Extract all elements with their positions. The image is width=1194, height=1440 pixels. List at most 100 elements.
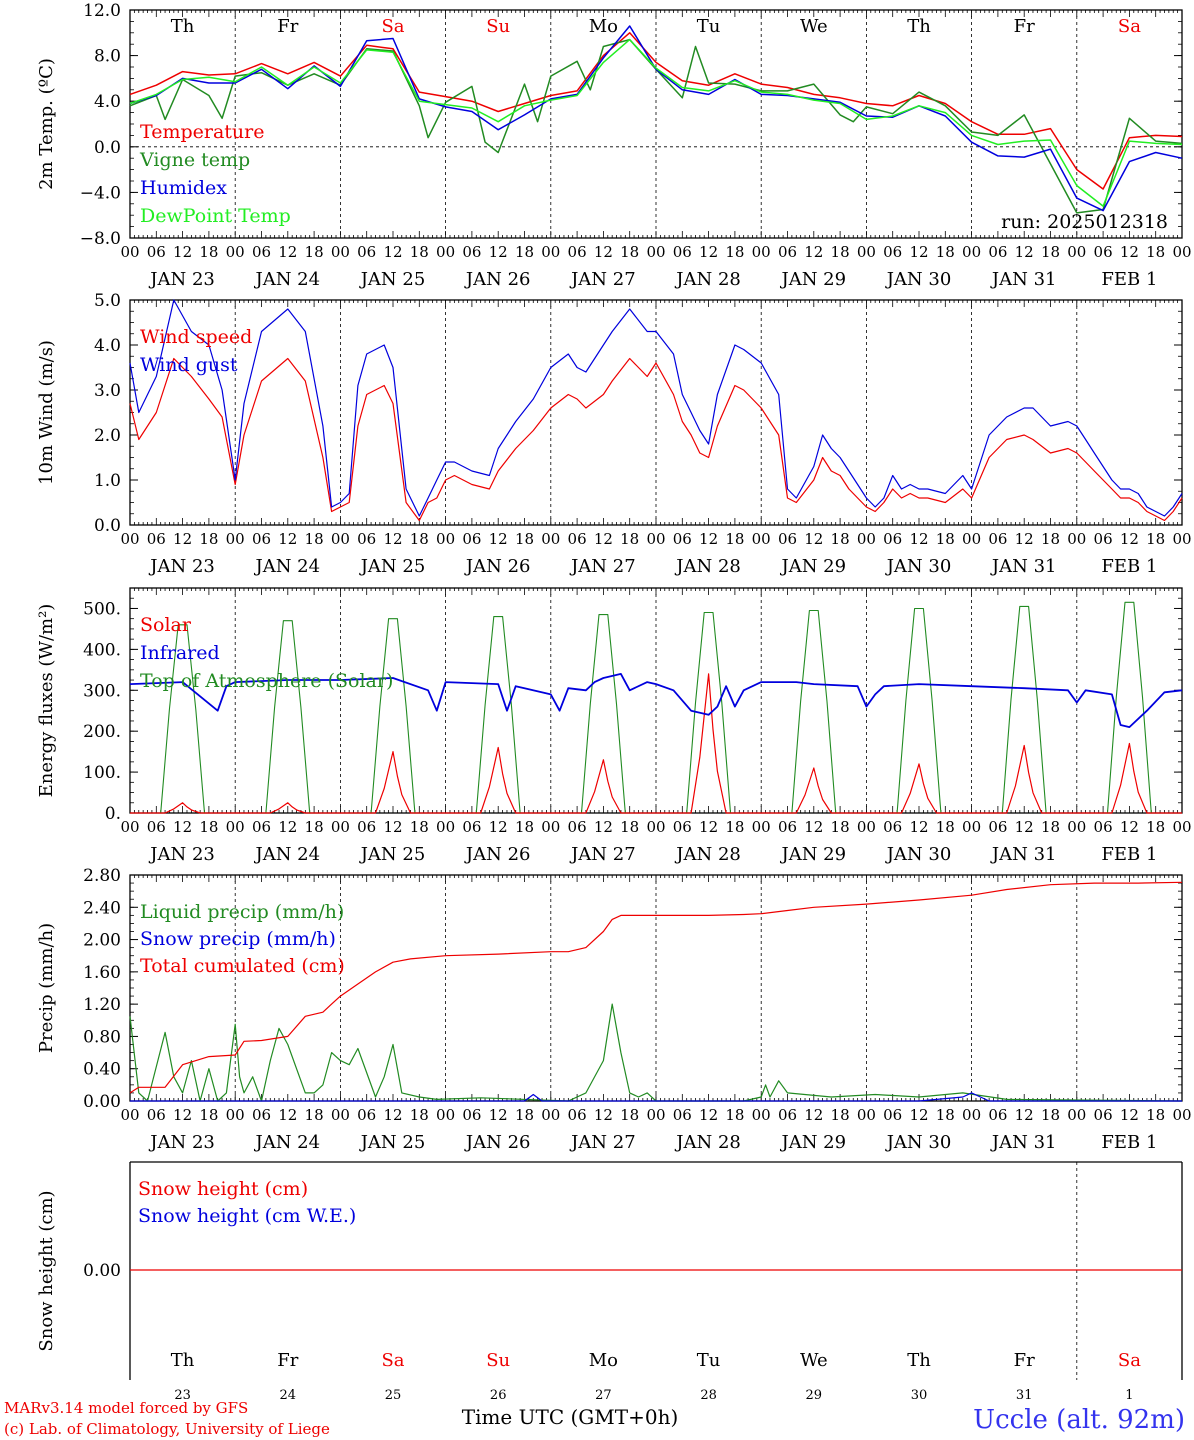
- date-label: JAN 25: [359, 844, 426, 865]
- hour-tick-label: 00: [646, 243, 665, 261]
- series-line-infrared: [129, 673, 1183, 728]
- hour-tick-label: 00: [752, 530, 771, 548]
- hour-tick-label: 00: [331, 1106, 350, 1124]
- hour-tick-label: 18: [515, 243, 534, 261]
- y-tick-label: 5.0: [94, 291, 121, 311]
- hour-tick-label: 06: [357, 243, 376, 261]
- date-label: JAN 29: [780, 269, 847, 290]
- hour-tick-label: 00: [436, 530, 455, 548]
- hour-tick-label: 18: [831, 530, 850, 548]
- hour-tick-label: 00: [120, 1106, 139, 1124]
- day-number-label: 1: [1125, 1388, 1133, 1403]
- x-axis-label: Time UTC (GMT+0h): [462, 1405, 679, 1429]
- date-label: JAN 28: [674, 1132, 741, 1153]
- series-line-wind-gust: [129, 299, 1183, 517]
- hour-tick-label: 06: [778, 243, 797, 261]
- date-label: JAN 27: [569, 556, 636, 577]
- footer-model-line2: (c) Lab. of Climatology, University of L…: [4, 1420, 330, 1438]
- weekday-label: Sa: [381, 16, 404, 37]
- hour-tick-label: 18: [410, 1106, 429, 1124]
- hour-tick-label: 18: [620, 243, 639, 261]
- hour-tick-label: 06: [778, 818, 797, 836]
- date-label: JAN 24: [254, 1132, 321, 1153]
- hour-tick-label: 18: [1041, 818, 1060, 836]
- panel-2: 00 06 12 18 00 06 12 18 00 06 12 18 00 06 12 18 00 06 12 18…: [36, 291, 1192, 577]
- hour-tick-label: 06: [988, 818, 1007, 836]
- hour-tick-label: 12: [1015, 530, 1034, 548]
- hour-tick-label: 12: [804, 530, 823, 548]
- hour-tick-label: 18: [515, 818, 534, 836]
- y-axis-label: Snow height (cm): [36, 1190, 57, 1351]
- hour-tick-label: 00: [1067, 818, 1086, 836]
- date-label: JAN 28: [674, 844, 741, 865]
- date-label: JAN 26: [464, 556, 531, 577]
- date-label: JAN 24: [254, 269, 321, 290]
- weekday-label: Sa: [1118, 16, 1141, 37]
- hour-tick-label: 06: [673, 530, 692, 548]
- series-line-snow-precip-mm-h-: [130, 1092, 1182, 1102]
- hour-tick-label: 12: [909, 530, 928, 548]
- y-axis-label: 10m Wind (m/s): [36, 340, 57, 485]
- legend-entry: Temperature: [140, 121, 264, 143]
- panel-5: 23 24 25 26 27 28 29 30 31 1 Th Fr Sa Su Mo Tu We Th Fr Sa 0…: [36, 1161, 1183, 1403]
- hour-tick-label: 06: [1094, 243, 1113, 261]
- hour-tick-label: 00: [541, 818, 560, 836]
- hour-tick-label: 18: [620, 1106, 639, 1124]
- hour-tick-label: 18: [1146, 818, 1165, 836]
- day-number-label: 23: [174, 1388, 191, 1403]
- y-tick-label: 0.00: [83, 1092, 121, 1112]
- day-number-label: 27: [595, 1388, 612, 1403]
- hour-tick-label: 12: [594, 530, 613, 548]
- run-label: run: 2025012318: [1001, 211, 1168, 233]
- y-axis-label: Energy fluxes (W/m²): [36, 604, 57, 798]
- hour-tick-label: 06: [147, 818, 166, 836]
- hour-tick-label: 12: [173, 243, 192, 261]
- hour-tick-label: 18: [725, 530, 744, 548]
- hour-tick-label: 06: [147, 1106, 166, 1124]
- date-label: JAN 27: [569, 269, 636, 290]
- hour-tick-label: 06: [778, 530, 797, 548]
- date-label: FEB 1: [1101, 1132, 1157, 1153]
- day-number-label: 28: [700, 1388, 717, 1403]
- date-label: JAN 30: [885, 844, 952, 865]
- hour-tick-label: 06: [1094, 1106, 1113, 1124]
- hour-tick-label: 12: [594, 1106, 613, 1124]
- legend-entry: Snow precip (mm/h): [140, 928, 336, 950]
- y-tick-label: 0.0: [94, 516, 121, 536]
- panel-4: 00 06 12 18 00 06 12 18 00 06 12 18 00 06 12 18 00 06 12 18…: [36, 866, 1192, 1153]
- hour-tick-label: 12: [173, 818, 192, 836]
- hour-tick-label: 06: [673, 243, 692, 261]
- legend-entry: Snow height (cm W.E.): [138, 1205, 356, 1227]
- legend-entry: Liquid precip (mm/h): [140, 901, 344, 923]
- day-number-label: 30: [911, 1388, 928, 1403]
- hour-tick-label: 00: [962, 530, 981, 548]
- weekday-label: Su: [486, 1350, 510, 1371]
- hour-tick-label: 06: [147, 243, 166, 261]
- hour-tick-label: 18: [305, 243, 324, 261]
- date-label: JAN 24: [254, 844, 321, 865]
- date-label: JAN 23: [148, 556, 215, 577]
- hour-tick-label: 00: [541, 1106, 560, 1124]
- hour-tick-label: 12: [278, 1106, 297, 1124]
- weekday-label: Th: [907, 1350, 931, 1371]
- y-tick-label: 0.40: [83, 1060, 121, 1080]
- legend-entry: Vigne temp: [139, 149, 250, 171]
- hour-tick-label: 18: [305, 818, 324, 836]
- hour-tick-label: 12: [489, 530, 508, 548]
- date-label: JAN 25: [359, 1132, 426, 1153]
- hour-tick-label: 12: [278, 818, 297, 836]
- hour-tick-label: 18: [1146, 1106, 1165, 1124]
- hour-tick-label: 18: [1146, 243, 1165, 261]
- y-tick-label: 1.20: [83, 995, 121, 1015]
- series-line-wind-speed: [129, 357, 1183, 522]
- hour-tick-label: 18: [620, 530, 639, 548]
- date-label: JAN 30: [885, 269, 952, 290]
- hour-tick-label: 00: [226, 243, 245, 261]
- hour-tick-label: 12: [1120, 818, 1139, 836]
- hour-tick-label: 00: [857, 818, 876, 836]
- legend-entry: Snow height (cm): [138, 1178, 308, 1200]
- y-tick-label: 0.00: [83, 1261, 121, 1281]
- y-tick-label: 500.: [83, 599, 121, 619]
- hour-tick-label: 18: [936, 530, 955, 548]
